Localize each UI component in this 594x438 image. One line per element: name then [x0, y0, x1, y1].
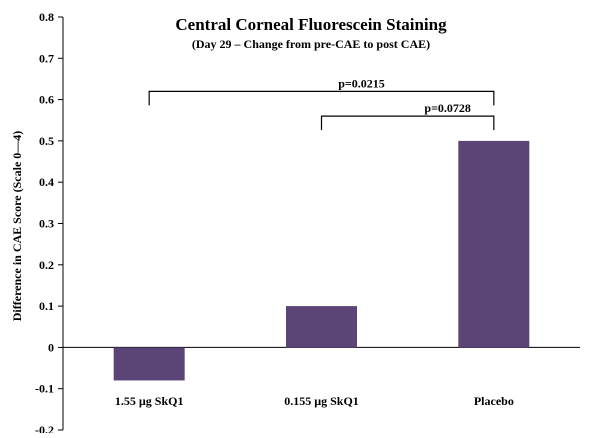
x-category-label: Placebo [474, 394, 514, 408]
x-category-label: 0.155 µg SkQ1 [284, 394, 359, 408]
y-tick-label: 0 [48, 340, 54, 354]
p-value-label: p=0.0728 [424, 101, 471, 115]
annotations-layer: p=0.0215 p=0.0728 [148, 76, 495, 131]
y-tick-label: 0.8 [39, 10, 54, 24]
y-tick-label: 0.3 [39, 217, 54, 231]
y-tick-label: 0.1 [39, 299, 54, 313]
chart-title: Central Corneal Fluorescein Staining [175, 15, 447, 34]
bars-layer [113, 140, 530, 381]
y-tick-label: 0.2 [39, 258, 54, 272]
text-layer: Central Corneal Fluorescein Staining (Da… [10, 15, 447, 321]
y-tick-label: 0.4 [39, 175, 54, 189]
bar [458, 140, 530, 348]
bar [286, 306, 357, 348]
bar [113, 347, 185, 381]
y-tick-label: -0.2 [35, 423, 54, 433]
y-tick-label: 0.7 [39, 51, 54, 65]
significance-bracket [320, 115, 495, 131]
significance-bracket [148, 90, 495, 106]
y-tick-label: 0.6 [39, 93, 54, 107]
chart-subtitle: (Day 29 – Change from pre-CAE to post CA… [192, 37, 430, 51]
x-category-label: 1.55 µg SkQ1 [115, 394, 184, 408]
y-tick-label: 0.5 [39, 134, 54, 148]
y-axis-title: Difference in CAE Score (Scale 0—4) [10, 131, 24, 322]
p-value-label: p=0.0215 [338, 76, 385, 90]
y-tick-label: -0.1 [35, 382, 54, 396]
